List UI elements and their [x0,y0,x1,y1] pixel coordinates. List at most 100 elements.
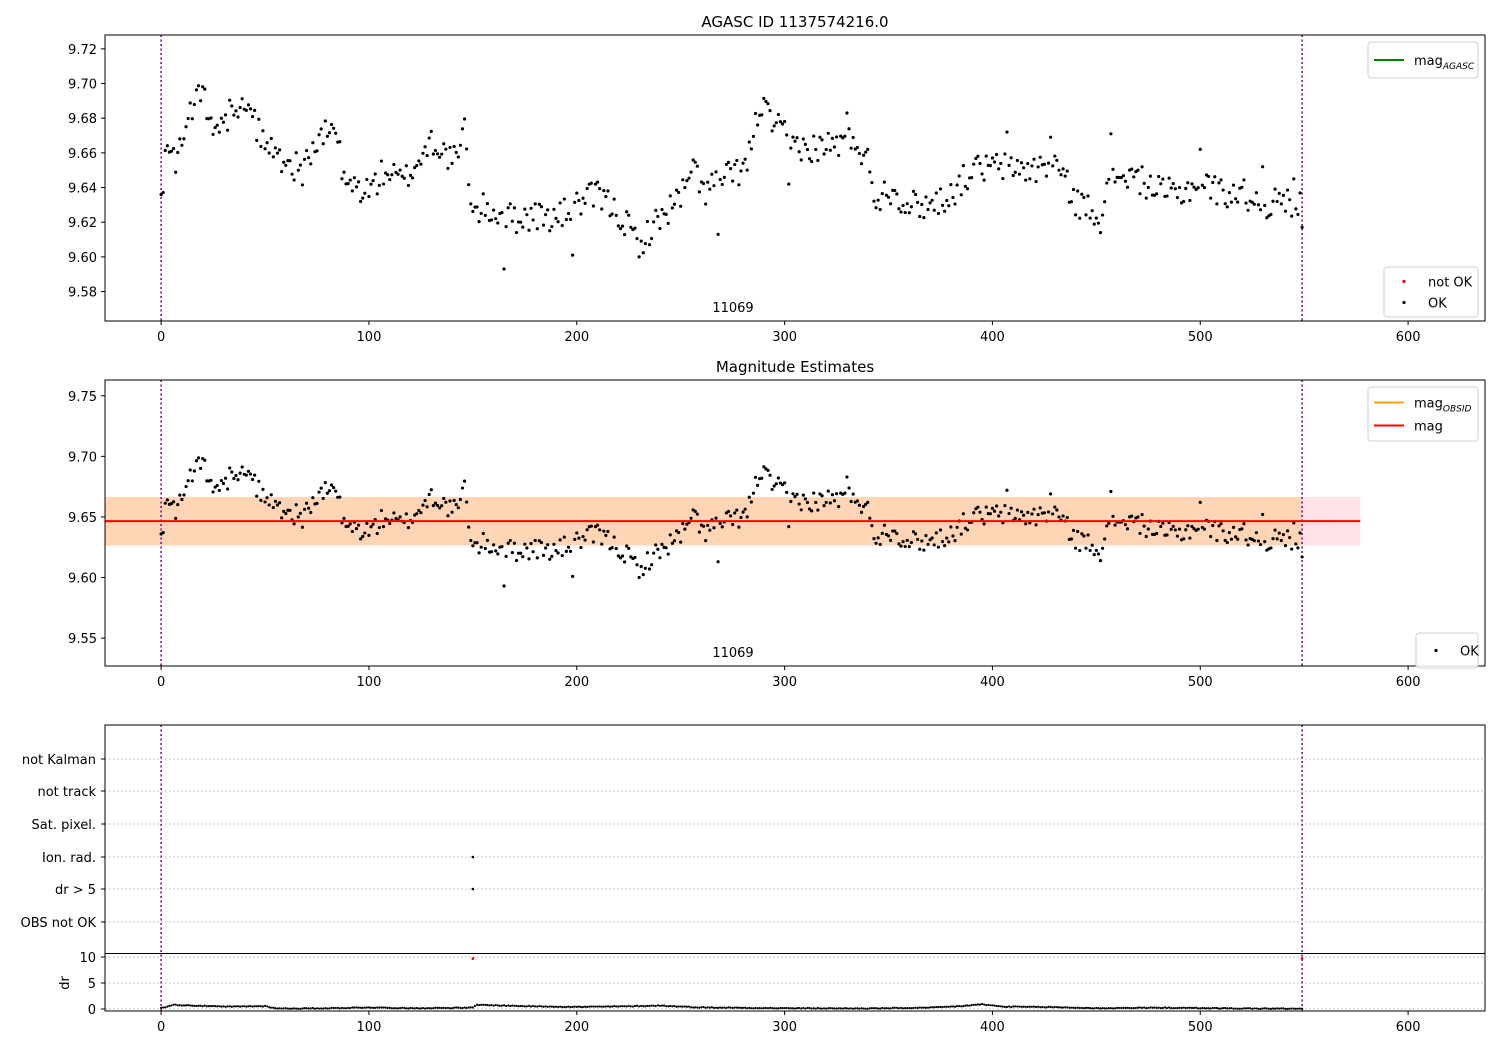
dr-point [623,1005,626,1008]
data-point-ok [749,500,753,504]
dr-point [1128,1006,1131,1010]
data-point-ok [398,515,402,519]
data-point-ok [1146,185,1150,190]
x-tick-label: 200 [564,330,589,345]
dr-point [1126,1006,1129,1009]
data-point-ok [581,534,585,539]
dr-point [392,1007,395,1010]
data-point-ok [471,544,475,548]
data-point-ok [1265,216,1269,220]
dr-point [1280,1007,1283,1010]
data-point-ok [645,551,650,555]
dr-point [255,1005,258,1008]
data-point-ok [386,173,390,177]
data-point-ok [431,504,435,508]
data-point-ok [697,530,701,534]
dr-point [444,1006,447,1010]
data-point-ok [485,202,490,206]
data-point-ok [1090,209,1094,213]
dr-point [349,1006,352,1010]
data-point-ok [745,515,749,519]
data-point-ok [859,510,864,514]
data-point-ok [728,167,733,171]
dr-point [280,1007,283,1010]
data-point-ok [992,160,997,164]
data-point-ok [361,196,365,200]
data-point-ok [625,544,629,548]
data-point-ok [770,487,774,492]
y-tick-label: 9.60 [68,572,97,587]
dr-point [1111,1007,1115,1010]
dr-point [286,1007,289,1010]
dr-point [737,1006,740,1009]
data-point-ok [192,469,196,473]
data-point-ok [1032,507,1036,511]
dr-point [964,1004,967,1007]
data-point-ok [427,492,431,497]
data-point-ok [872,537,876,541]
dr-point [359,1006,362,1009]
dr-point [301,1007,304,1010]
dr-point [733,1006,736,1009]
dr-point [696,1006,699,1009]
data-point-ok [816,508,820,512]
data-point-ok [795,492,799,496]
data-point-ok [747,140,751,144]
data-point-ok [223,476,228,480]
data-point-ok [924,195,928,199]
data-point-ok [797,502,801,506]
dr-point [1080,1006,1083,1010]
data-point-ok [1229,200,1234,204]
data-point-ok [483,213,487,217]
legend-box-status [1383,266,1479,318]
dr-point [667,1005,670,1008]
dr-point [571,1005,574,1009]
data-point-ok [849,499,853,504]
data-point-ok [446,166,450,171]
data-point-ok [554,216,558,220]
data-point-ok [716,560,720,564]
dr-point [290,1007,294,1010]
data-point-ok [627,213,631,217]
data-point-ok [1119,175,1123,180]
dr-point [511,1004,514,1007]
data-point-ok [1279,202,1283,206]
data-point-ok [728,514,733,518]
data-point-ok [294,151,298,155]
dr-point [394,1007,398,1010]
data-point-ok [363,531,367,535]
data-point-ok [1100,213,1105,217]
dr-point [1155,1006,1158,1009]
data-point-ok [799,158,803,162]
dr-point [721,1006,724,1009]
data-point-ok [681,178,685,182]
data-point-ok [1013,170,1017,174]
data-point-ok [649,236,654,241]
data-point-ok [701,524,706,528]
flag-point [471,855,475,859]
dr-point [910,1007,913,1010]
dr-point [430,1007,433,1010]
dr-point [209,1005,213,1008]
dr-point [887,1007,890,1010]
data-point-ok [1088,216,1092,220]
data-point-ok [539,540,544,545]
dr-point [374,1006,377,1009]
data-point-ok [768,473,772,477]
data-point-ok [974,156,978,161]
data-point-ok [1261,165,1265,169]
data-point-ok [1211,180,1215,185]
data-point-ok [837,153,841,158]
data-point-ok [1136,168,1140,172]
dr-point [546,1005,549,1008]
data-point-ok [764,99,768,104]
data-point-ok [354,185,359,189]
data-point-ok [1155,531,1159,536]
data-point-ok [1290,214,1294,218]
data-point-ok [949,525,953,529]
dr-point [974,1003,977,1006]
data-point-ok [261,487,265,491]
data-point-ok [697,190,701,194]
dr-point [1278,1007,1281,1010]
data-point-ok [834,135,839,139]
